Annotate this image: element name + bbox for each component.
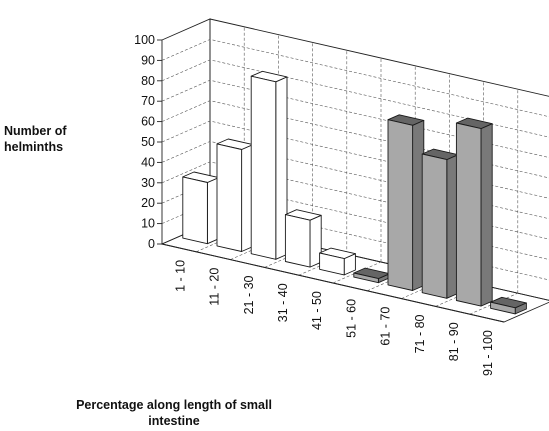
- x-axis-line: [161, 243, 505, 323]
- x-axis-title: Percentage along length of small intesti…: [16, 397, 332, 429]
- x-tick-label: 21 - 30: [242, 275, 256, 314]
- y-axis-title: Number of helminths: [4, 123, 112, 155]
- bar-front: [455, 122, 482, 307]
- bar: [319, 247, 356, 276]
- x-tick-label: 61 - 70: [379, 307, 393, 346]
- y-tick-label: 50: [141, 135, 155, 149]
- x-tick-label: 41 - 50: [310, 291, 324, 330]
- y-tick-label: 0: [148, 237, 155, 251]
- x-tick-label: 81 - 90: [447, 322, 461, 361]
- bar-front: [387, 119, 414, 291]
- y-axis-title-line-2: helminths: [4, 140, 64, 154]
- y-tick-label: 60: [141, 115, 155, 129]
- x-tick-label: 51 - 60: [344, 299, 358, 338]
- bar: [182, 171, 220, 245]
- gridline: [161, 59, 549, 138]
- y-tick-label: 20: [141, 196, 155, 210]
- y-tick-label: 40: [141, 155, 155, 169]
- bar: [284, 209, 322, 268]
- y-tick-label: 70: [141, 94, 155, 108]
- bar: [250, 70, 288, 260]
- bar: [353, 267, 391, 284]
- x-axis-title-line-2: intestine: [148, 414, 200, 428]
- y-tick-label: 90: [141, 53, 155, 67]
- x-axis-title-line-1: Percentage along length of small: [76, 398, 272, 412]
- y-tick-label: 30: [141, 176, 155, 190]
- bar-front: [319, 252, 345, 276]
- y-tick-label: 10: [141, 217, 155, 231]
- bar-front: [250, 75, 277, 260]
- x-tick-label: 71 - 80: [413, 314, 427, 353]
- y-axis-title-line-1: Number of: [4, 124, 67, 138]
- bar-front: [182, 176, 208, 245]
- x-tick-label: 91 - 100: [481, 330, 495, 376]
- bar-side: [480, 123, 493, 307]
- y-tick-label: 100: [134, 33, 155, 47]
- chart-tick-labels: 0 10 20 30 40 50 60 70 80 90 100 1 - 10 11 - 20 21 - …: [134, 33, 495, 376]
- x-tick-label: 31 - 40: [276, 283, 290, 322]
- gridline: [161, 39, 549, 118]
- bar-front: [353, 272, 379, 284]
- chart-bars: [182, 70, 527, 315]
- bar-front: [490, 301, 516, 315]
- bar-front: [284, 214, 311, 268]
- x-tick-label: 1 - 10: [173, 260, 187, 292]
- bar: [216, 138, 254, 252]
- y-tick-label: 80: [141, 74, 155, 88]
- bar: [490, 296, 527, 315]
- bar: [387, 114, 425, 291]
- bar-front: [421, 153, 448, 299]
- bar-front: [216, 143, 243, 252]
- bar: [455, 117, 493, 307]
- bar: [421, 148, 459, 299]
- x-tick-label: 11 - 20: [208, 268, 222, 306]
- gridline: [161, 79, 549, 158]
